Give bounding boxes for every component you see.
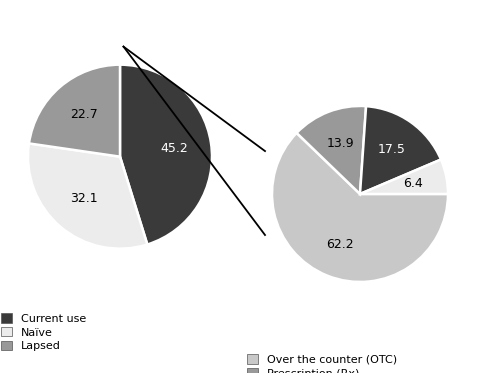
Wedge shape xyxy=(120,65,212,245)
Text: 6.4: 6.4 xyxy=(404,176,423,189)
Text: 17.5: 17.5 xyxy=(378,143,406,156)
Text: 45.2: 45.2 xyxy=(160,142,188,155)
Wedge shape xyxy=(360,106,441,194)
Wedge shape xyxy=(360,160,448,194)
Legend: Over the counter (OTC), Prescription (Rx), Rx + OTC, Other: Over the counter (OTC), Prescription (Rx… xyxy=(244,352,399,373)
Wedge shape xyxy=(29,65,120,157)
Text: 22.7: 22.7 xyxy=(70,109,98,122)
Wedge shape xyxy=(28,143,148,249)
Wedge shape xyxy=(272,133,448,282)
Wedge shape xyxy=(296,106,366,194)
Text: 13.9: 13.9 xyxy=(326,137,354,150)
Text: 32.1: 32.1 xyxy=(70,192,98,205)
Text: 62.2: 62.2 xyxy=(326,238,353,251)
Legend: Current use, Naïve, Lapsed: Current use, Naïve, Lapsed xyxy=(0,311,89,354)
